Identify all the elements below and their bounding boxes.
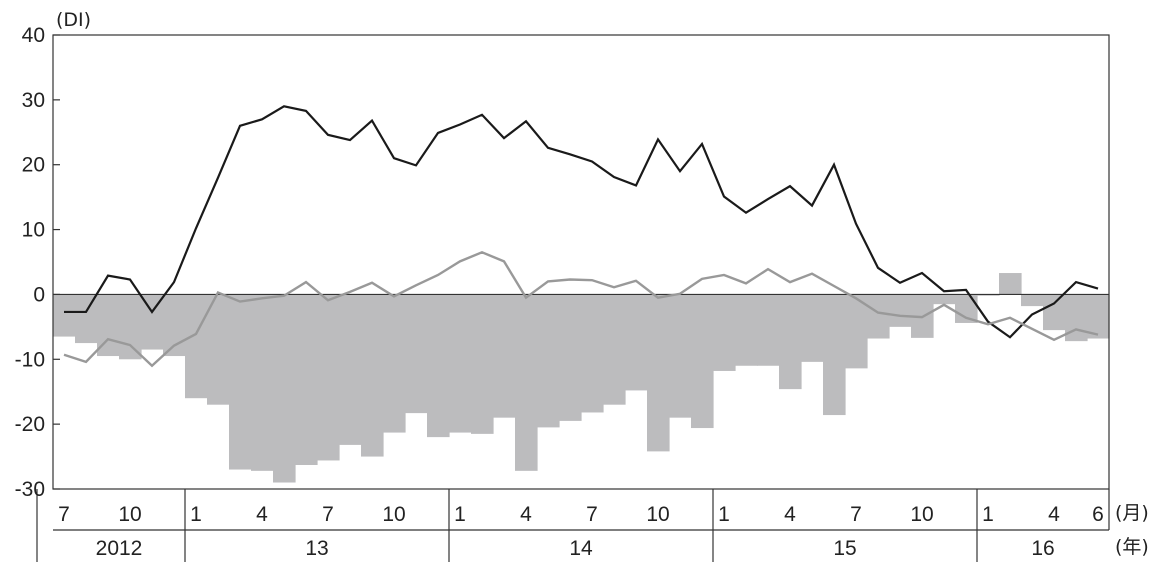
bar [273, 294, 296, 483]
month-unit-label: (月) [1115, 502, 1149, 524]
bar [141, 294, 164, 350]
bar [537, 294, 560, 428]
series-line-gray [63, 250, 1099, 368]
bar [449, 294, 472, 433]
year-label: 14 [569, 537, 593, 560]
month-tick-label: 6 [1092, 503, 1104, 526]
bar [647, 294, 670, 452]
month-tick-label: 10 [118, 503, 141, 526]
month-tick-label: 4 [520, 503, 532, 526]
bar [669, 294, 692, 418]
bar [1065, 294, 1088, 342]
bar [823, 294, 846, 416]
year-label: 2012 [96, 537, 143, 560]
bar [185, 294, 208, 399]
bar [295, 294, 318, 465]
bar [427, 294, 450, 438]
bar [559, 294, 582, 421]
bar [229, 294, 252, 470]
bar [933, 294, 956, 305]
month-tick-label: 4 [1048, 503, 1060, 526]
bar [691, 294, 714, 429]
year-label: 16 [1031, 537, 1054, 560]
bar [75, 294, 98, 344]
bar [735, 294, 758, 366]
bar [339, 294, 362, 445]
month-tick-label: 1 [982, 503, 994, 526]
y-tick-label: -20 [15, 413, 45, 436]
y-tick-label: 20 [22, 154, 45, 177]
month-tick-label: 7 [586, 503, 598, 526]
bar [867, 294, 890, 339]
bar [1087, 294, 1110, 339]
bar [603, 294, 626, 405]
month-tick-label: 10 [646, 503, 669, 526]
bar [801, 294, 824, 362]
bar [625, 294, 648, 391]
bar [163, 294, 186, 357]
bar [977, 294, 1000, 296]
year-label: 15 [833, 537, 856, 560]
y-tick-label: 10 [22, 219, 45, 242]
lines-layer [63, 105, 1099, 368]
month-tick-label: 4 [256, 503, 268, 526]
bar [53, 294, 76, 337]
month-tick-label: 1 [454, 503, 466, 526]
y-tick-label: -30 [15, 478, 45, 501]
bar [581, 294, 604, 413]
month-tick-label: 1 [718, 503, 730, 526]
month-tick-label: 1 [190, 503, 202, 526]
month-tick-label: 7 [58, 503, 70, 526]
bar [405, 294, 428, 414]
y-tick-label: 30 [22, 89, 45, 112]
series-line-dark [64, 105, 1099, 339]
frame-layer [36, 34, 1110, 562]
y-tick-label: -10 [15, 348, 45, 371]
bar [119, 294, 142, 360]
bar [779, 294, 802, 390]
y-tick-label: 0 [33, 283, 45, 306]
bar [889, 294, 912, 327]
bar [713, 294, 736, 371]
bar [1043, 294, 1066, 331]
bar [361, 294, 384, 457]
bar [471, 294, 494, 434]
bars-layer [53, 273, 1110, 483]
bar [515, 294, 538, 471]
year-unit-label: (年) [1115, 536, 1149, 558]
bar [493, 294, 516, 418]
bar [251, 294, 274, 471]
bar [383, 294, 406, 433]
month-tick-label: 10 [910, 503, 933, 526]
y-tick-label: 40 [22, 24, 45, 47]
bar [207, 294, 230, 405]
month-tick-label: 7 [850, 503, 862, 526]
bar [757, 294, 780, 366]
y-unit-label: (DI) [56, 9, 91, 31]
bar [845, 294, 868, 369]
month-tick-label: 4 [784, 503, 796, 526]
year-label: 13 [305, 537, 328, 560]
plot-frame [52, 34, 1110, 490]
bar [317, 294, 340, 461]
month-tick-label: 10 [382, 503, 405, 526]
bar [999, 273, 1022, 295]
bar [1021, 294, 1044, 307]
month-tick-label: 7 [322, 503, 334, 526]
